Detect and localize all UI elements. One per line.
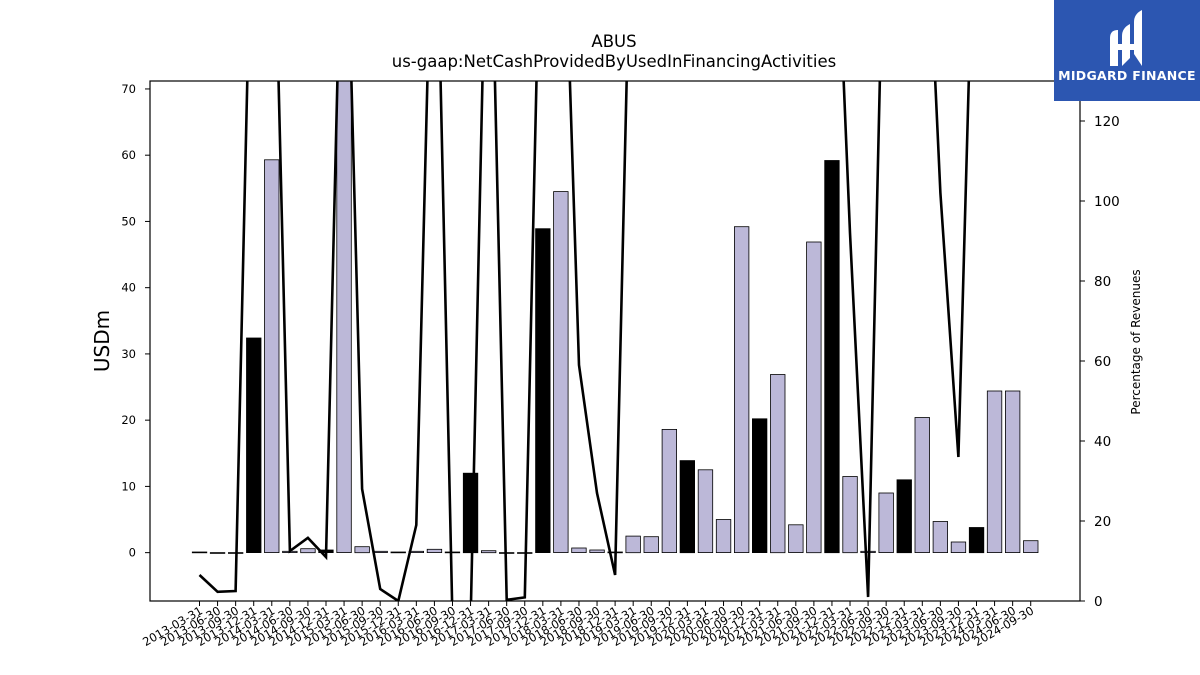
bar-2015-12-31 <box>390 551 406 554</box>
bar-2024-03-31 <box>986 390 1003 554</box>
y2-tick-label: 0 <box>1094 594 1103 610</box>
bar-2021-12-31 <box>824 160 840 554</box>
y2-tick-label: 120 <box>1094 114 1120 130</box>
bar-2014-03-31 <box>264 159 280 553</box>
bar-2023-12-31 <box>968 527 985 554</box>
bar-2018-03-31 <box>553 191 569 554</box>
y2-tick-label: 100 <box>1094 194 1120 210</box>
bar-2020-12-31 <box>752 418 768 553</box>
y-tick-label: 10 <box>121 479 136 493</box>
bar-2021-06-30 <box>788 524 804 553</box>
chart-subtitle: us-gaap:NetCashProvidedByUsedInFinancing… <box>391 52 837 71</box>
y-tick-label: 0 <box>129 546 136 560</box>
y2-tick-label: 20 <box>1094 514 1111 530</box>
y2-axis-label: Percentage of Revenues <box>1129 269 1143 414</box>
bar-2024-09-30 <box>1023 540 1039 554</box>
bar-2013-12-31 <box>246 337 262 554</box>
bar-2017-03-31 <box>480 550 497 554</box>
bar-2013-06-30 <box>209 552 226 554</box>
bar-2022-12-31 <box>896 479 912 554</box>
bar-2013-03-31 <box>191 551 208 554</box>
y-tick-label: 50 <box>121 214 136 228</box>
y2-tick-label: 60 <box>1094 354 1111 370</box>
bar-2015-03-31 <box>336 81 352 554</box>
bar-2021-09-30 <box>806 241 822 554</box>
bar-2024-06-30 <box>1005 390 1021 554</box>
bar-2020-03-31 <box>697 469 714 553</box>
y-tick-label: 40 <box>121 281 136 295</box>
y-tick-label: 20 <box>121 413 136 427</box>
bar-2015-09-30 <box>372 550 388 553</box>
chart-title: ABUS <box>591 32 637 51</box>
bar-2019-06-30 <box>643 536 659 554</box>
y2-tick-label: 40 <box>1094 434 1111 450</box>
y-axis-label: USDm <box>90 310 114 372</box>
y-tick-label: 30 <box>121 347 136 361</box>
bar-2016-09-30 <box>444 551 461 554</box>
bar-2019-03-31 <box>625 535 641 554</box>
bar-2019-12-31 <box>679 460 695 554</box>
plot-area <box>191 81 1039 601</box>
y2-tick-label: 80 <box>1094 274 1111 290</box>
midgard-logo-icon <box>1110 10 1142 66</box>
brand-name: MIDGARD FINANCE <box>1058 68 1196 83</box>
bar-2020-06-30 <box>715 519 732 553</box>
bar-2017-12-31 <box>535 228 551 553</box>
bar-2016-06-30 <box>426 548 443 553</box>
bar-2016-12-31 <box>462 472 479 554</box>
brand-logo: MIDGARD FINANCE <box>1054 0 1200 101</box>
bar-2018-06-30 <box>571 547 587 553</box>
bar-2014-09-30 <box>300 548 316 554</box>
bar-2021-03-31 <box>770 374 786 554</box>
bar-2022-09-30 <box>878 492 894 553</box>
bar-2020-09-30 <box>734 226 750 553</box>
y-tick-label: 70 <box>121 82 136 96</box>
bar-2015-06-30 <box>354 546 370 554</box>
bar-2023-06-30 <box>932 521 948 554</box>
bar-2019-09-30 <box>661 428 677 553</box>
revenue-percentage-line <box>198 81 971 601</box>
bar-2023-09-30 <box>950 541 967 554</box>
bar-2018-09-30 <box>589 549 605 553</box>
y-tick-label: 60 <box>121 148 136 162</box>
bar-2023-03-31 <box>914 417 930 554</box>
bar-2022-03-31 <box>842 476 858 554</box>
